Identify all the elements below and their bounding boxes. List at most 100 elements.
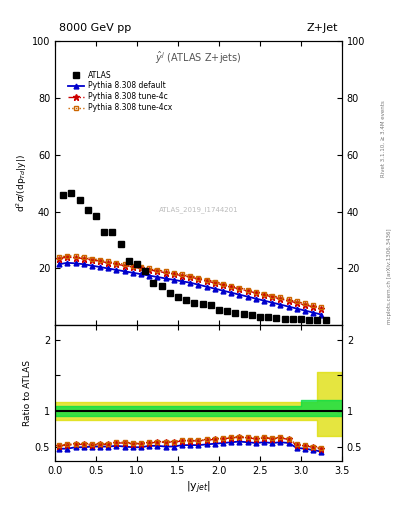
Text: ATLAS_2019_I1744201: ATLAS_2019_I1744201	[159, 206, 238, 212]
Pythia 8.308 tune-4cx	[188, 272, 193, 279]
Pythia 8.308 tune-4cx	[180, 271, 184, 277]
Pythia 8.308 default	[57, 261, 61, 267]
Pythia 8.308 default	[253, 295, 258, 302]
Pythia 8.308 tune-4cx	[286, 296, 291, 303]
ATLAS	[110, 228, 115, 234]
Pythia 8.308 tune-4c	[188, 274, 193, 280]
Line: ATLAS: ATLAS	[60, 189, 329, 324]
Pythia 8.308 default	[262, 297, 266, 304]
Pythia 8.308 default	[319, 311, 324, 317]
Pythia 8.308 tune-4cx	[90, 255, 94, 262]
Pythia 8.308 default	[278, 302, 283, 308]
Pythia 8.308 tune-4c	[65, 254, 70, 260]
Pythia 8.308 default	[90, 263, 94, 269]
Pythia 8.308 default	[303, 308, 307, 314]
ATLAS	[208, 303, 213, 309]
Pythia 8.308 tune-4c	[319, 306, 324, 312]
Text: 8000 GeV pp: 8000 GeV pp	[59, 23, 131, 33]
Pythia 8.308 tune-4cx	[311, 303, 316, 309]
Pythia 8.308 tune-4c	[286, 298, 291, 304]
Legend: ATLAS, Pythia 8.308 default, Pythia 8.308 tune-4c, Pythia 8.308 tune-4cx: ATLAS, Pythia 8.308 default, Pythia 8.30…	[64, 68, 176, 115]
Pythia 8.308 tune-4cx	[57, 254, 61, 260]
Pythia 8.308 tune-4cx	[229, 283, 233, 289]
ATLAS	[274, 315, 279, 321]
Pythia 8.308 tune-4cx	[114, 260, 119, 266]
ATLAS	[299, 316, 303, 323]
Pythia 8.308 default	[286, 304, 291, 310]
Pythia 8.308 tune-4c	[213, 280, 217, 286]
ATLAS	[159, 283, 164, 289]
Pythia 8.308 default	[147, 272, 152, 279]
Pythia 8.308 tune-4c	[270, 294, 275, 300]
Pythia 8.308 default	[204, 284, 209, 290]
Pythia 8.308 tune-4cx	[130, 263, 135, 269]
Pythia 8.308 default	[171, 277, 176, 283]
Pythia 8.308 default	[81, 261, 86, 267]
Pythia 8.308 tune-4cx	[253, 288, 258, 294]
Pythia 8.308 tune-4cx	[65, 252, 70, 259]
Pythia 8.308 default	[229, 290, 233, 296]
Pythia 8.308 tune-4c	[147, 267, 152, 273]
ATLAS	[61, 191, 66, 198]
ATLAS	[135, 261, 140, 267]
Pythia 8.308 tune-4cx	[303, 301, 307, 307]
Pythia 8.308 tune-4cx	[294, 298, 299, 305]
Pythia 8.308 tune-4cx	[73, 253, 78, 260]
Line: Pythia 8.308 tune-4c: Pythia 8.308 tune-4c	[56, 254, 325, 312]
Pythia 8.308 tune-4c	[73, 254, 78, 261]
Text: Z+Jet: Z+Jet	[307, 23, 338, 33]
ATLAS	[176, 294, 180, 300]
Pythia 8.308 default	[106, 265, 111, 271]
Pythia 8.308 tune-4c	[114, 261, 119, 267]
ATLAS	[282, 315, 287, 322]
Pythia 8.308 default	[311, 309, 316, 315]
Text: mcplots.cern.ch [arXiv:1306.3436]: mcplots.cern.ch [arXiv:1306.3436]	[387, 229, 391, 324]
ATLAS	[77, 197, 82, 203]
ATLAS	[290, 316, 295, 322]
Pythia 8.308 tune-4c	[245, 288, 250, 294]
Pythia 8.308 tune-4cx	[270, 292, 275, 298]
Pythia 8.308 default	[245, 293, 250, 300]
Pythia 8.308 default	[73, 260, 78, 266]
ATLAS	[225, 308, 230, 314]
Pythia 8.308 tune-4cx	[221, 281, 226, 287]
Pythia 8.308 default	[270, 300, 275, 306]
Pythia 8.308 tune-4cx	[81, 254, 86, 260]
Pythia 8.308 tune-4cx	[262, 290, 266, 296]
Pythia 8.308 tune-4c	[311, 304, 316, 310]
Pythia 8.308 tune-4c	[155, 268, 160, 274]
Pythia 8.308 tune-4c	[90, 257, 94, 263]
Pythia 8.308 default	[237, 291, 242, 297]
Pythia 8.308 default	[98, 264, 103, 270]
ATLAS	[167, 290, 172, 296]
ATLAS	[102, 228, 107, 234]
Pythia 8.308 tune-4c	[163, 270, 168, 276]
ATLAS	[250, 312, 254, 318]
Text: Rivet 3.1.10, ≥ 3.4M events: Rivet 3.1.10, ≥ 3.4M events	[381, 100, 386, 177]
Pythia 8.308 default	[65, 260, 70, 266]
ATLAS	[257, 314, 262, 320]
Pythia 8.308 tune-4cx	[319, 304, 324, 310]
ATLAS	[323, 317, 328, 323]
Pythia 8.308 default	[196, 282, 201, 288]
Pythia 8.308 tune-4c	[278, 296, 283, 302]
Pythia 8.308 tune-4cx	[163, 268, 168, 274]
Pythia 8.308 tune-4cx	[106, 258, 111, 264]
ATLAS	[266, 314, 270, 321]
ATLAS	[200, 301, 205, 307]
ATLAS	[151, 280, 156, 286]
Line: Pythia 8.308 default: Pythia 8.308 default	[57, 261, 324, 317]
ATLAS	[118, 241, 123, 247]
ATLAS	[217, 307, 221, 313]
Pythia 8.308 tune-4c	[229, 284, 233, 290]
Pythia 8.308 tune-4c	[180, 272, 184, 279]
Pythia 8.308 default	[294, 306, 299, 312]
Pythia 8.308 tune-4c	[204, 278, 209, 284]
ATLAS	[94, 213, 98, 219]
Pythia 8.308 default	[180, 278, 184, 284]
Pythia 8.308 tune-4c	[196, 276, 201, 282]
Pythia 8.308 tune-4c	[98, 258, 103, 264]
Pythia 8.308 tune-4c	[122, 263, 127, 269]
Pythia 8.308 tune-4c	[294, 300, 299, 306]
Pythia 8.308 default	[122, 268, 127, 274]
